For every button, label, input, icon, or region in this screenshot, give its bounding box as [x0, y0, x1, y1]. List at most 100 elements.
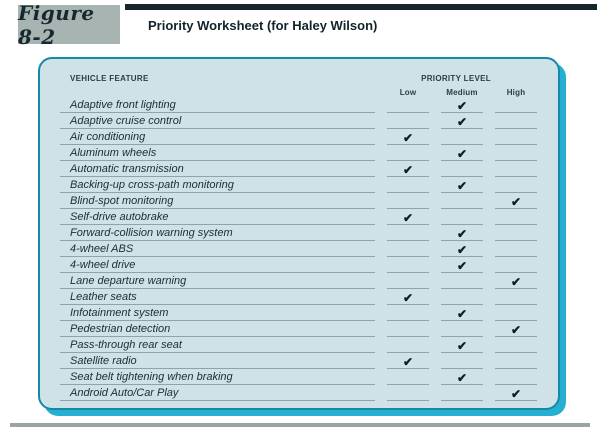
priority-cell-medium: ✔: [441, 259, 483, 273]
priority-cell-high: ✔: [495, 275, 537, 289]
checkmark-icon: ✔: [456, 339, 468, 353]
priority-cell-medium: [441, 291, 483, 305]
checkmark-icon: ✔: [456, 371, 468, 385]
feature-name: Infotainment system: [60, 307, 375, 321]
priority-cell-medium: ✔: [441, 307, 483, 321]
feature-name: Aluminum wheels: [60, 147, 375, 161]
checkmark-icon: ✔: [456, 147, 468, 161]
priority-cell-low: [387, 227, 429, 241]
priority-cell-low: [387, 195, 429, 209]
checkmark-icon: ✔: [456, 227, 468, 241]
priority-cell-low: [387, 387, 429, 401]
priority-cell-medium: [441, 163, 483, 177]
table-row: Backing-up cross-path monitoring ✔: [60, 177, 537, 193]
checkmark-icon: ✔: [510, 275, 522, 289]
priority-cell-low: [387, 275, 429, 289]
checkmark-icon: ✔: [456, 259, 468, 273]
table-row: 4-wheel ABS ✔: [60, 241, 537, 257]
table-row: Seat belt tightening when braking ✔: [60, 369, 537, 385]
table-row: Forward-collision warning system ✔: [60, 225, 537, 241]
priority-cell-medium: ✔: [441, 99, 483, 113]
priority-cell-medium: ✔: [441, 147, 483, 161]
priority-cell-high: [495, 291, 537, 305]
priority-cell-high: ✔: [495, 387, 537, 401]
feature-name: Android Auto/Car Play: [60, 387, 375, 401]
priority-cell-high: [495, 355, 537, 369]
priority-cell-high: [495, 227, 537, 241]
feature-name: Lane departure warning: [60, 275, 375, 289]
checkmark-icon: ✔: [402, 355, 414, 369]
level-header-low: Low: [399, 88, 417, 97]
priority-cell-low: [387, 115, 429, 129]
table-row: Aluminum wheels ✔: [60, 145, 537, 161]
figure-title: Priority Worksheet (for Haley Wilson): [148, 18, 378, 33]
priority-cell-high: [495, 163, 537, 177]
level-header-high: High: [506, 88, 526, 97]
checkmark-icon: ✔: [402, 291, 414, 305]
feature-name: Pass-through rear seat: [60, 339, 375, 353]
table-row: Infotainment system ✔: [60, 305, 537, 321]
feature-name: Adaptive front lighting: [60, 99, 375, 113]
priority-cell-medium: [441, 387, 483, 401]
worksheet-rows: Adaptive front lighting ✔ Adaptive cruise …: [60, 97, 537, 401]
priority-cell-high: [495, 371, 537, 385]
top-accent-bar: [125, 4, 597, 10]
priority-cell-high: [495, 243, 537, 257]
checkmark-icon: ✔: [456, 243, 468, 257]
feature-name: Blind-spot monitoring: [60, 195, 375, 209]
feature-name: Adaptive cruise control: [60, 115, 375, 129]
priority-cell-low: ✔: [387, 355, 429, 369]
priority-cell-medium: [441, 195, 483, 209]
checkmark-icon: ✔: [456, 307, 468, 321]
checkmark-icon: ✔: [456, 179, 468, 193]
table-row: Pass-through rear seat ✔: [60, 337, 537, 353]
feature-name: 4-wheel ABS: [60, 243, 375, 257]
priority-level-header: PRIORITY LEVEL: [421, 74, 491, 83]
table-row: Lane departure warning ✔: [60, 273, 537, 289]
checkmark-icon: ✔: [510, 195, 522, 209]
level-header-medium: Medium: [446, 88, 478, 97]
feature-name: Forward-collision warning system: [60, 227, 375, 241]
table-row: Air conditioning ✔: [60, 129, 537, 145]
priority-cell-high: ✔: [495, 323, 537, 337]
priority-cell-medium: [441, 275, 483, 289]
feature-name: Self-drive autobrake: [60, 211, 375, 225]
priority-cell-low: [387, 371, 429, 385]
checkmark-icon: ✔: [402, 211, 414, 225]
priority-cell-high: [495, 99, 537, 113]
table-row: Android Auto/Car Play ✔: [60, 385, 537, 401]
feature-name: Air conditioning: [60, 131, 375, 145]
priority-cell-medium: ✔: [441, 243, 483, 257]
checkmark-icon: ✔: [402, 131, 414, 145]
priority-cell-medium: [441, 355, 483, 369]
priority-cell-high: [495, 259, 537, 273]
priority-cell-medium: ✔: [441, 115, 483, 129]
priority-cell-low: [387, 259, 429, 273]
priority-cell-low: [387, 243, 429, 257]
priority-cell-low: [387, 179, 429, 193]
priority-cell-medium: ✔: [441, 179, 483, 193]
feature-name: Automatic transmission: [60, 163, 375, 177]
table-row: Blind-spot monitoring ✔: [60, 193, 537, 209]
priority-cell-high: ✔: [495, 195, 537, 209]
priority-cell-medium: [441, 131, 483, 145]
priority-cell-low: [387, 147, 429, 161]
feature-column-header: VEHICLE FEATURE: [70, 74, 149, 83]
checkmark-icon: ✔: [456, 115, 468, 129]
priority-cell-low: ✔: [387, 291, 429, 305]
priority-cell-high: [495, 179, 537, 193]
priority-cell-high: [495, 131, 537, 145]
table-row: Adaptive cruise control ✔: [60, 113, 537, 129]
table-row: Leather seats ✔: [60, 289, 537, 305]
checkmark-icon: ✔: [510, 323, 522, 337]
priority-cell-low: ✔: [387, 131, 429, 145]
table-row: Satellite radio ✔: [60, 353, 537, 369]
checkmark-icon: ✔: [456, 99, 468, 113]
bottom-divider: [10, 423, 590, 427]
feature-name: Seat belt tightening when braking: [60, 371, 375, 385]
table-row: Self-drive autobrake ✔: [60, 209, 537, 225]
table-row: Adaptive front lighting ✔: [60, 97, 537, 113]
priority-cell-high: [495, 115, 537, 129]
priority-cell-low: ✔: [387, 211, 429, 225]
